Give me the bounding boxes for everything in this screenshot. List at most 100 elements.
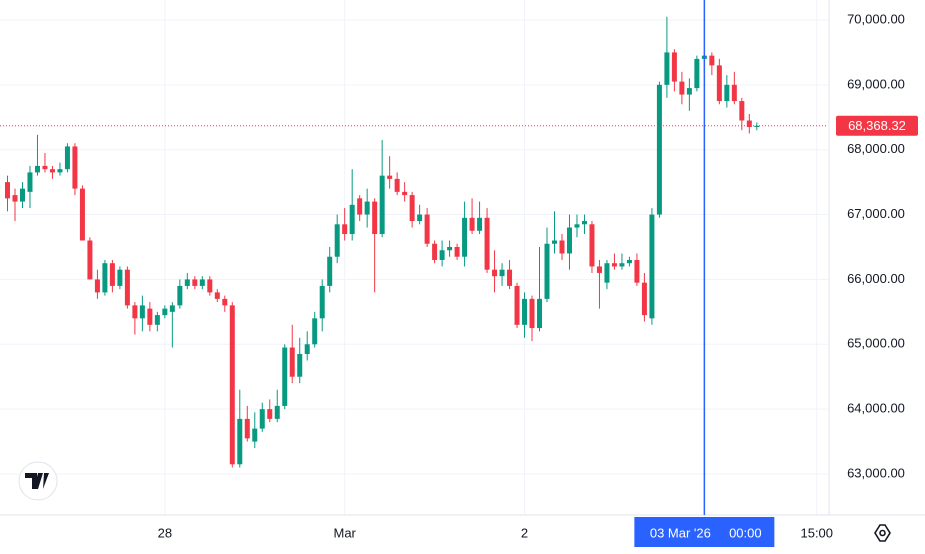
- candle-body: [626, 259, 632, 264]
- candle-body: [79, 188, 85, 241]
- candle-body: [499, 269, 505, 277]
- candle-body: [282, 347, 288, 406]
- candle-body: [731, 84, 737, 102]
- candle-body: [57, 169, 63, 173]
- crosshair-box: [634, 517, 775, 547]
- candle-body: [334, 224, 340, 257]
- candle-body: [342, 224, 348, 235]
- candle-body: [184, 279, 190, 286]
- candle-body: [147, 308, 153, 325]
- tradingview-logo[interactable]: [18, 461, 58, 501]
- candle-body: [349, 204, 355, 235]
- candle-body: [604, 263, 610, 283]
- candle-body: [641, 282, 647, 316]
- candle-body: [589, 224, 595, 267]
- candle-body: [724, 84, 730, 102]
- candle-body: [19, 188, 25, 202]
- candle-body: [139, 305, 145, 319]
- x-tick-label: 2: [521, 525, 528, 540]
- candle-body: [634, 259, 640, 283]
- candle-body: [297, 354, 303, 377]
- y-tick-label: 66,000.00: [847, 271, 905, 286]
- candle-body: [574, 224, 580, 228]
- candle-body: [679, 81, 685, 95]
- logo-mark[interactable]: [25, 473, 49, 489]
- candle-body: [566, 227, 572, 254]
- candle-body: [132, 305, 138, 319]
- candle-body: [27, 172, 33, 192]
- candle-body: [117, 269, 123, 286]
- candle-body: [207, 279, 213, 293]
- candle-body: [364, 201, 370, 215]
- candle-body: [514, 285, 520, 325]
- candle-body: [244, 418, 250, 439]
- candle-body: [507, 269, 513, 286]
- candle-body: [432, 243, 438, 260]
- candles: [4, 16, 760, 468]
- candle-body: [529, 298, 535, 329]
- y-tick-label: 65,000.00: [847, 336, 905, 351]
- candle-body: [409, 195, 415, 222]
- candle-body: [327, 256, 333, 286]
- candle-body: [252, 428, 258, 442]
- candle-body: [694, 58, 700, 89]
- x-tick-label: 15:00: [800, 525, 833, 540]
- candle-body: [484, 217, 490, 270]
- candle-body: [709, 55, 715, 66]
- candle-body: [739, 101, 745, 121]
- last-price-box: [836, 115, 918, 136]
- crosshair-date: 03 Mar '26: [650, 525, 711, 540]
- candle-body: [619, 263, 625, 267]
- candle-body: [162, 308, 168, 316]
- candle-body: [312, 318, 318, 345]
- candle-body: [49, 169, 55, 173]
- candle-body: [109, 263, 115, 286]
- candle-body: [177, 285, 183, 306]
- candle-body: [544, 243, 550, 299]
- candle-body: [746, 120, 752, 127]
- candle-body: [417, 214, 423, 222]
- candle-body: [214, 292, 220, 299]
- candle-body: [267, 409, 273, 419]
- candle-body: [192, 279, 198, 286]
- candle-body: [12, 195, 18, 202]
- candle-body: [42, 165, 48, 170]
- candle-body: [664, 52, 670, 85]
- y-tick-label: 68,000.00: [847, 141, 905, 156]
- candle-body: [581, 221, 587, 225]
- settings-hex[interactable]: [874, 524, 891, 542]
- candle-body: [222, 298, 228, 306]
- settings-icon[interactable]: [874, 524, 891, 542]
- candle-body: [537, 298, 543, 329]
- candle-body: [199, 279, 205, 286]
- y-tick-label: 67,000.00: [847, 206, 905, 221]
- candle-body: [754, 125, 760, 127]
- candle-body: [259, 409, 265, 429]
- candle-body: [304, 344, 310, 355]
- candle-body: [611, 263, 617, 267]
- candle-body: [716, 65, 722, 102]
- candle-body: [522, 298, 528, 325]
- candle-body: [64, 146, 70, 170]
- candle-body: [379, 175, 385, 235]
- candle-body: [124, 269, 130, 306]
- candle-body: [387, 175, 393, 179]
- candle-body: [319, 285, 325, 319]
- x-tick-label: Mar: [333, 525, 356, 540]
- axes: 63,000.00 64,000.00 65,000.00 66,000.00 67,0…: [0, 0, 918, 547]
- candle-body: [357, 198, 363, 215]
- candle-body: [596, 266, 602, 273]
- candle-body: [439, 250, 445, 260]
- candle-body: [469, 217, 475, 231]
- settings-dot[interactable]: [879, 529, 886, 537]
- candle-body: [102, 263, 108, 293]
- last-price-label: 68,368.32: [848, 118, 906, 133]
- candle-body: [649, 214, 655, 319]
- candle-body: [34, 165, 40, 173]
- candle-body: [289, 347, 295, 377]
- candle-body: [372, 201, 378, 235]
- candle-body: [671, 52, 677, 82]
- candle-body: [4, 182, 10, 199]
